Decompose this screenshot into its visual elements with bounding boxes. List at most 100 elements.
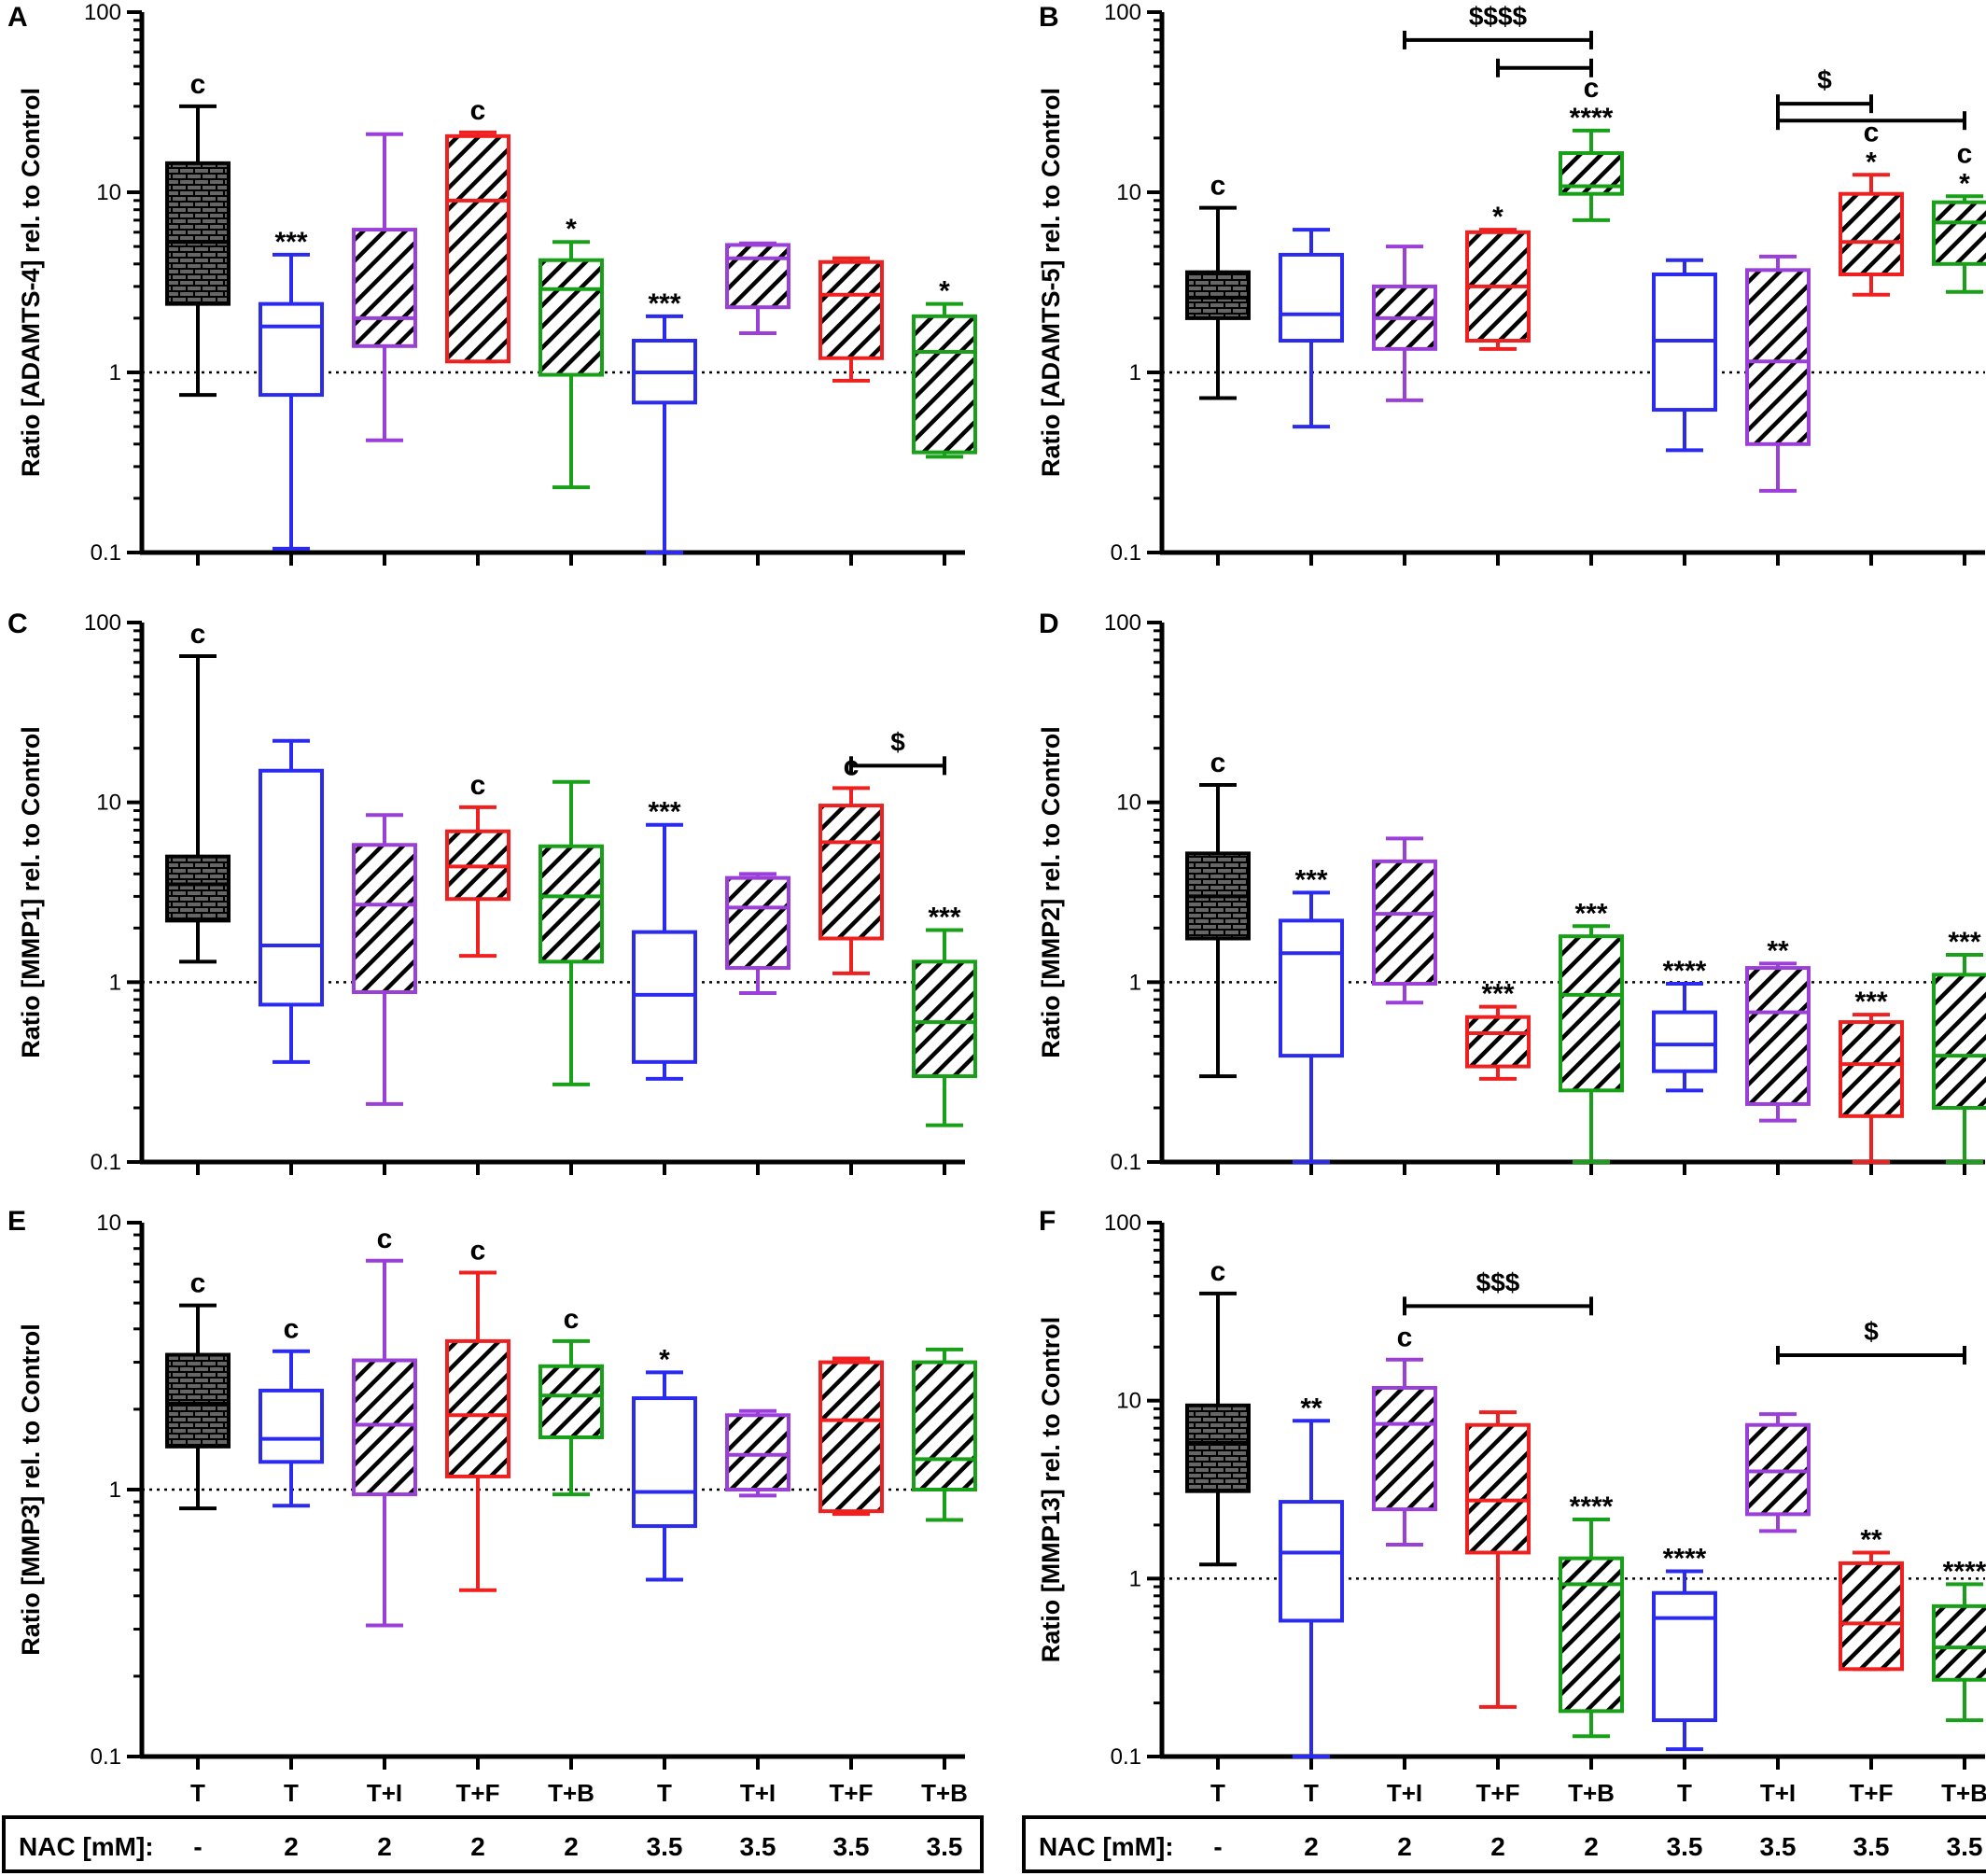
box-iqr [632, 930, 697, 1064]
significance-label: **** [1663, 1543, 1707, 1574]
box-iqr [1932, 200, 1986, 266]
box-9: *** [1932, 927, 1986, 1164]
box-6 [1652, 258, 1717, 453]
y-tick-label: 0.1 [91, 540, 121, 566]
x-tick-label: T [657, 1779, 672, 1807]
y-axis-label: Ratio [MMP2] rel. to Control [1037, 726, 1065, 1057]
nac-value: 2 [1584, 1832, 1599, 1861]
panel-letter: A [7, 2, 28, 33]
bracket-label: $ [1817, 65, 1832, 94]
box-8: ** [1839, 1524, 1904, 1672]
box-6: * [632, 1344, 697, 1582]
comparison-label: c [190, 1268, 206, 1299]
significance-label: * [939, 276, 950, 307]
box-8: *** [1839, 987, 1904, 1164]
bracket-label: $$$ [1476, 1267, 1520, 1296]
box-9: **** [1932, 1556, 1986, 1723]
panel-letter: E [7, 1206, 26, 1237]
box-9: *** [912, 902, 977, 1127]
box-iqr [1652, 1010, 1717, 1073]
nac-row-left: NAC [mM]: - 2 2 2 2 3.5 3.5 3.5 3.5 [2, 1815, 984, 1873]
nac-value: 3.5 [927, 1832, 963, 1861]
box-iqr [1185, 1403, 1251, 1493]
comparison-label: c [1210, 1256, 1226, 1287]
y-tick-label: 10 [96, 180, 121, 205]
significance-label: *** [1481, 979, 1514, 1010]
bracket-label: $ [890, 727, 905, 756]
significance-label: *** [648, 797, 680, 828]
box-iqr [352, 843, 417, 995]
x-tick-label: T [284, 1779, 299, 1807]
y-tick-label: 100 [1104, 610, 1141, 636]
comparison-label: c [190, 619, 206, 650]
y-tick-label: 0.1 [1111, 1150, 1141, 1175]
box-iqr [1559, 934, 1624, 1093]
box-4 [1465, 1410, 1531, 1709]
significance-label: *** [1948, 927, 1980, 958]
box-4: * [1465, 202, 1531, 351]
box-1: c [165, 1268, 231, 1511]
box-7 [725, 1408, 790, 1498]
box-iqr [1372, 859, 1437, 987]
panel-e: E Ratio [MMP3] rel. to Control 0.1 1 10 T T T+I… [7, 1206, 977, 1807]
nac-value: 3.5 [1760, 1832, 1797, 1861]
y-tick-label: 1 [109, 970, 121, 995]
box-3 [1372, 836, 1437, 1005]
x-tick-label: T+I [367, 1779, 402, 1807]
box-iqr [1839, 1020, 1904, 1118]
comparison-label: c [377, 1224, 393, 1254]
y-tick-label: 0.1 [91, 1744, 121, 1770]
significance-label: *** [1854, 987, 1887, 1017]
nac-label: NAC [mM]: [19, 1832, 154, 1861]
significance-label: ** [1860, 1524, 1882, 1555]
box-iqr [632, 1396, 697, 1529]
bracket-label: $ [1864, 1317, 1879, 1346]
box-6: **** [1652, 956, 1717, 1093]
box-iqr [1932, 973, 1986, 1111]
y-axis-label: Ratio [ADAMTS-4] rel. to Control [17, 88, 45, 477]
box-5: ****c [1559, 73, 1624, 222]
box-1: c [1185, 171, 1251, 400]
y-axis-label: Ratio [MMP13] rel. to Control [1037, 1317, 1065, 1663]
y-tick-label: 0.1 [1111, 540, 1141, 566]
y-tick-label: 100 [84, 0, 121, 25]
significance-label: *** [928, 902, 960, 932]
nac-value: 2 [470, 1832, 485, 1861]
box-iqr [352, 228, 417, 348]
nac-box [2, 1815, 984, 1873]
significance-label: **** [1570, 1491, 1614, 1522]
comparison-label: c [1397, 1323, 1413, 1353]
box-iqr [259, 768, 324, 1007]
box-4: *** [1465, 979, 1531, 1081]
comparison-label: c [1957, 138, 1973, 169]
box-5: *** [1559, 898, 1624, 1164]
box-iqr [725, 875, 790, 971]
x-tick-label: T+B [1568, 1779, 1615, 1807]
nac-value: 2 [1397, 1832, 1412, 1861]
nac-value: 3.5 [1853, 1832, 1890, 1861]
comparison-label: c [284, 1314, 300, 1345]
nac-value: 3.5 [1947, 1832, 1983, 1861]
x-tick-label: T [1210, 1779, 1225, 1807]
y-tick-label: 1 [1129, 1566, 1141, 1591]
box-2: *** [1279, 864, 1344, 1164]
nac-value: 2 [564, 1832, 579, 1861]
significance-bracket: $ [849, 727, 946, 776]
box-iqr [1839, 191, 1904, 276]
box-7 [1745, 254, 1811, 493]
significance-label: **** [1570, 103, 1614, 133]
box-7 [725, 872, 790, 995]
box-iqr [1745, 966, 1811, 1106]
significance-label: *** [648, 288, 680, 319]
y-axis-label: Ratio [ADAMTS-5] rel. to Control [1037, 88, 1065, 477]
box-4: c [445, 770, 510, 959]
significance-label: **** [1943, 1556, 1986, 1587]
comparison-label: c [470, 95, 486, 126]
box-iqr [725, 1413, 790, 1492]
comparison-label: c [1584, 73, 1600, 104]
box-8 [818, 256, 884, 383]
significance-label: *** [1574, 898, 1607, 929]
nac-value: 3.5 [740, 1832, 776, 1861]
x-tick-label: T+I [740, 1779, 776, 1807]
